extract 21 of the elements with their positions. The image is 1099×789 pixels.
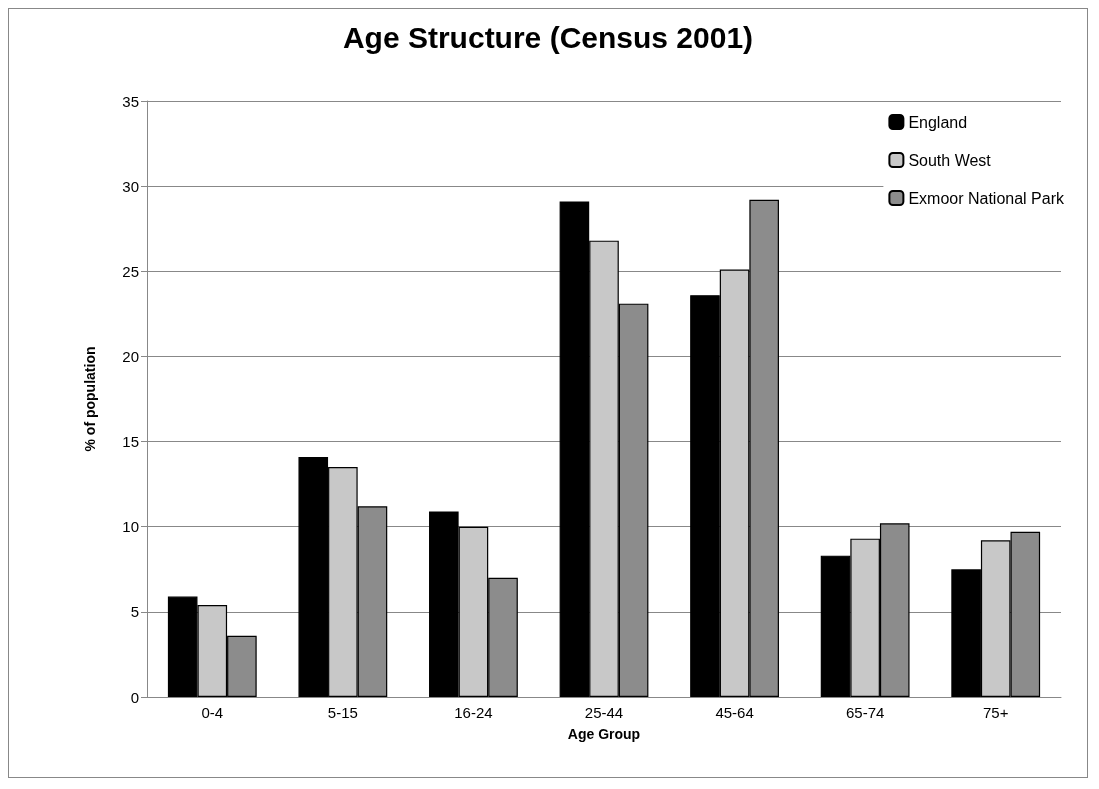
x-tick-label: 25-44 (584, 704, 624, 721)
x-tick-label: 65-74 (845, 704, 885, 721)
x-tick-label: 75+ (982, 704, 1009, 721)
y-tick-label: 0 (130, 688, 139, 706)
y-tick-label: 10 (122, 518, 139, 536)
y-tick-label: 30 (122, 177, 139, 195)
x-tick-label: 45-64 (715, 704, 754, 721)
y-tick-label: 5 (130, 603, 139, 621)
y-tick-label: 25 (122, 262, 139, 280)
legend-label: England (908, 113, 968, 131)
x-axis-title: Age Group (567, 726, 641, 742)
x-tick-label: 5-15 (327, 704, 358, 721)
x-tick-label: 0-4 (201, 704, 224, 721)
legend-label: South West (908, 151, 992, 169)
chart-title: Age Structure (Census 2001) (342, 20, 754, 54)
legend-label: Exmoor National Park (908, 189, 1065, 207)
x-tick-label: 16-24 (454, 704, 493, 721)
y-axis-title: % of population (82, 346, 98, 452)
y-tick-label: 20 (122, 347, 139, 365)
y-tick-label: 35 (122, 92, 139, 110)
y-tick-label: 15 (122, 433, 139, 451)
